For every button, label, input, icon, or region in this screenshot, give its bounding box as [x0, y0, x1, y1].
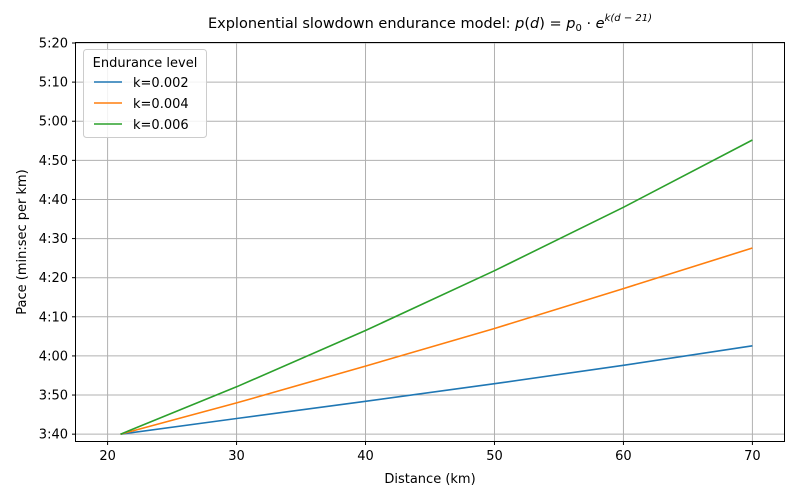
- y-tick-label: 5:00: [39, 115, 68, 130]
- title-formula-p0: p: [565, 16, 575, 32]
- series-line-1: [120, 345, 753, 435]
- legend-items: k=0.002 k=0.004 k=0.006: [94, 76, 189, 133]
- title-formula-e: e: [596, 16, 605, 32]
- y-tick-label: 3:40: [39, 428, 68, 443]
- y-tick-label: 4:50: [39, 154, 68, 169]
- title-formula-exponent: k(d − 21): [605, 13, 652, 24]
- legend-box: [83, 49, 207, 138]
- title-formula-p0-sub: 0: [575, 23, 581, 34]
- y-tick-label: 4:00: [39, 349, 68, 364]
- series-line-3: [120, 139, 753, 435]
- legend-title: Endurance level: [93, 56, 198, 71]
- y-axis-ticks: 3:40 3:50 4:00 4:10 4:20 4:30 4:40 4:50 5:00 5:10…: [39, 37, 76, 443]
- legend-label: k=0.004: [133, 97, 189, 112]
- x-tick-label: 60: [615, 449, 632, 464]
- grid: [76, 42, 784, 441]
- y-axis-label: Pace (min:sec per km): [15, 169, 30, 315]
- y-tick-label: 3:50: [39, 389, 68, 404]
- legend: Endurance level k=0.002 k=0.004 k=0.006: [83, 49, 207, 138]
- x-tick-label: 20: [99, 449, 116, 464]
- legend-label: k=0.002: [133, 76, 189, 91]
- plot-frame: [75, 42, 785, 442]
- chart-title: Explonential slowdown endurance model: p…: [208, 13, 652, 34]
- series-lines: [120, 139, 753, 435]
- chart-title-prefix: Explonential slowdown endurance model:: [208, 16, 515, 32]
- y-tick-label: 4:10: [39, 310, 68, 325]
- legend-label: k=0.006: [133, 118, 189, 133]
- title-formula-lhs: p: [514, 16, 524, 32]
- x-axis-ticks: 20 30 40 50 60 70: [99, 441, 761, 464]
- x-axis-label: Distance (km): [384, 472, 475, 487]
- x-tick-label: 40: [357, 449, 374, 464]
- x-tick-label: 70: [744, 449, 761, 464]
- series-line-2: [120, 247, 753, 435]
- y-tick-label: 4:30: [39, 232, 68, 247]
- y-tick-label: 5:10: [39, 76, 68, 91]
- title-formula-dot: ·: [586, 16, 591, 32]
- y-tick-label: 4:20: [39, 271, 68, 286]
- title-formula-arg: d: [530, 16, 540, 32]
- y-tick-label: 4:40: [39, 193, 68, 208]
- y-tick-label: 5:20: [39, 37, 68, 52]
- x-tick-label: 50: [486, 449, 503, 464]
- x-tick-label: 30: [228, 449, 245, 464]
